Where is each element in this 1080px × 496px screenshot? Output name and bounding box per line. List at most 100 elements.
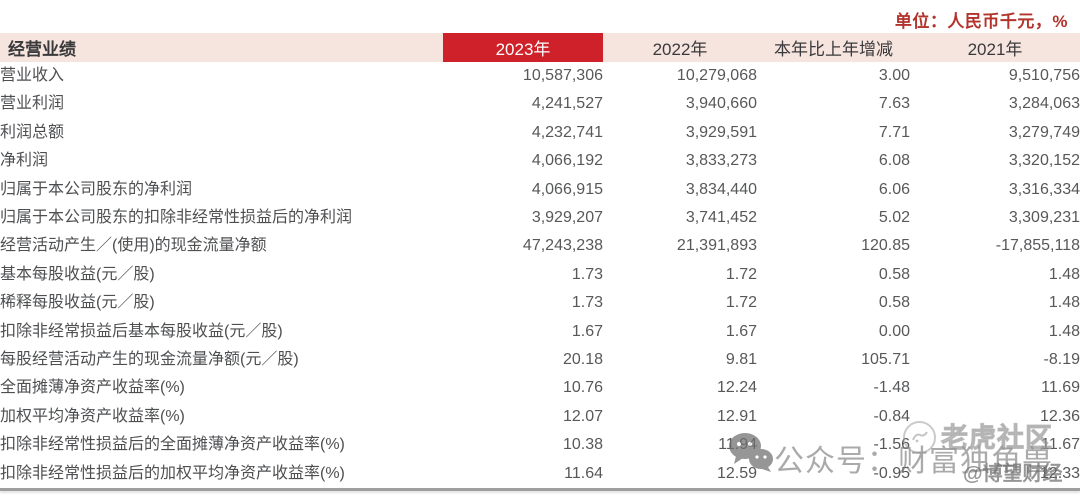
- value-2022: 12.59: [716, 464, 757, 482]
- unit-label: 单位：人民币千元，%: [894, 12, 1068, 31]
- table-row: 归属于本公司股东的净利润 4,066,915 3,834,440 6.06 3,…: [0, 176, 1080, 204]
- table-row: 每股经营活动产生的现金流量净额(元／股) 20.18 9.81 105.71 -…: [0, 346, 1080, 374]
- value-2021: 3,309,231: [1008, 209, 1080, 227]
- row-label: 基本每股收益(元／股): [0, 265, 155, 283]
- value-2022: 3,929,591: [685, 123, 757, 141]
- table-row: 营业利润 4,241,527 3,940,660 7.63 3,284,063: [0, 90, 1080, 118]
- value-2021: 3,320,152: [1008, 152, 1080, 170]
- value-2023: 1.67: [571, 322, 603, 340]
- value-change: 105.71: [861, 351, 910, 369]
- value-change: 6.08: [878, 152, 910, 170]
- table-row: 归属于本公司股东的扣除非经常性损益后的净利润 3,929,207 3,741,4…: [0, 204, 1080, 232]
- row-label: 扣除非经常性损益后的全面摊薄净资产收益率(%): [0, 436, 345, 454]
- value-change: 0.58: [878, 294, 910, 312]
- value-2023: 4,241,527: [531, 95, 603, 113]
- table-row: 加权平均净资产收益率(%) 12.07 12.91 -0.84 12.36: [0, 403, 1080, 431]
- value-change: 7.71: [878, 123, 910, 141]
- header-change: 本年比上年增减: [774, 40, 893, 59]
- value-2022: 3,833,273: [685, 152, 757, 170]
- table-header-row: 经营业绩 2023年 2022年 本年比上年增减 2021年: [0, 33, 1080, 62]
- table-row: 净利润 4,066,192 3,833,273 6.08 3,320,152: [0, 147, 1080, 175]
- row-label: 归属于本公司股东的扣除非经常性损益后的净利润: [0, 209, 353, 227]
- value-2021: 3,284,063: [1008, 95, 1080, 113]
- value-2023: 10.76: [562, 379, 603, 397]
- header-operating-results: 经营业绩: [8, 40, 76, 59]
- value-2023: 4,066,192: [531, 152, 603, 170]
- row-label: 归属于本公司股东的净利润: [0, 180, 193, 198]
- value-change: 7.63: [878, 95, 910, 113]
- value-change: 3.00: [878, 67, 910, 84]
- value-2022: 3,940,660: [685, 95, 757, 113]
- value-2021: 12.33: [1039, 464, 1080, 482]
- table-row: 全面摊薄净资产收益率(%) 10.76 12.24 -1.48 11.69: [0, 374, 1080, 402]
- table-row: 利润总额 4,232,741 3,929,591 7.71 3,279,749: [0, 119, 1080, 147]
- header-2023: 2023年: [443, 33, 603, 62]
- value-2022: 9.81: [725, 351, 757, 369]
- table-row: 扣除非经常性损益后的加权平均净资产收益率(%) 11.64 12.59 -0.9…: [0, 460, 1080, 488]
- row-label: 营业收入: [0, 67, 65, 84]
- value-2022: 12.91: [716, 407, 757, 425]
- value-2023: 11.64: [564, 464, 603, 482]
- value-2022: 11.94: [718, 436, 757, 454]
- value-2022: 1.72: [725, 265, 757, 283]
- value-change: 5.02: [878, 209, 910, 227]
- value-2021: 12.36: [1039, 407, 1080, 425]
- value-change: -0.84: [873, 407, 910, 425]
- value-2023: 1.73: [571, 265, 603, 283]
- value-2021: 11.67: [1041, 436, 1080, 454]
- value-2022: 3,834,440: [685, 180, 757, 198]
- row-label: 全面摊薄净资产收益率(%): [0, 379, 185, 397]
- row-label: 加权平均净资产收益率(%): [0, 407, 185, 425]
- table-row: 扣除非经常损益后基本每股收益(元／股) 1.67 1.67 0.00 1.48: [0, 318, 1080, 346]
- value-change: 6.06: [878, 180, 910, 198]
- value-change: -1.48: [873, 379, 910, 397]
- operating-results-table: 经营业绩 2023年 2022年 本年比上年增减 2021年 营业收入 10,5…: [0, 33, 1080, 488]
- row-label: 稀释每股收益(元／股): [0, 294, 155, 312]
- value-2022: 21,391,893: [676, 237, 757, 255]
- header-2021: 2021年: [967, 40, 1023, 59]
- table-row: 经营活动产生／(使用)的现金流量净额 47,243,238 21,391,893…: [0, 232, 1080, 260]
- table-bottom-rule: [0, 488, 1080, 491]
- value-change: -0.95: [873, 464, 910, 482]
- row-label: 净利润: [0, 152, 49, 170]
- value-2021: -8.19: [1043, 351, 1080, 369]
- value-2023: 4,232,741: [531, 123, 603, 141]
- value-2023: 10,587,306: [522, 67, 603, 84]
- value-2021: 11.69: [1041, 379, 1080, 397]
- value-2023: 20.18: [562, 351, 603, 369]
- value-2021: 1.48: [1048, 294, 1080, 312]
- value-2022: 1.72: [725, 294, 757, 312]
- value-change: 0.00: [878, 322, 910, 340]
- value-change: -1.56: [873, 436, 910, 454]
- value-2021: 3,279,749: [1008, 123, 1080, 141]
- table-row: 稀释每股收益(元／股) 1.73 1.72 0.58 1.48: [0, 289, 1080, 317]
- row-label: 营业利润: [0, 95, 65, 113]
- row-label: 利润总额: [0, 123, 65, 141]
- value-change: 0.58: [878, 265, 910, 283]
- value-2022: 1.67: [725, 322, 757, 340]
- row-label: 扣除非经常性损益后的加权平均净资产收益率(%): [0, 464, 345, 482]
- value-2023: 12.07: [562, 407, 603, 425]
- value-2023: 10.38: [562, 436, 603, 454]
- value-2023: 3,929,207: [531, 209, 603, 227]
- row-label: 扣除非经常损益后基本每股收益(元／股): [0, 322, 283, 340]
- value-2021: 3,316,334: [1008, 180, 1080, 198]
- value-2023: 4,066,915: [531, 180, 603, 198]
- value-2021: 1.48: [1048, 265, 1080, 283]
- table-row: 营业收入 10,587,306 10,279,068 3.00 9,510,75…: [0, 62, 1080, 90]
- row-label: 经营活动产生／(使用)的现金流量净额: [0, 237, 267, 255]
- value-2022: 12.24: [716, 379, 757, 397]
- table-row: 扣除非经常性损益后的全面摊薄净资产收益率(%) 10.38 11.94 -1.5…: [0, 431, 1080, 459]
- value-2021: -17,855,118: [995, 237, 1080, 255]
- value-2023: 1.73: [571, 294, 603, 312]
- value-2021: 1.48: [1048, 322, 1080, 340]
- value-2021: 9,510,756: [1008, 67, 1080, 84]
- table-row: 基本每股收益(元／股) 1.73 1.72 0.58 1.48: [0, 261, 1080, 289]
- value-change: 120.85: [861, 237, 910, 255]
- value-2022: 10,279,068: [676, 67, 757, 84]
- row-label: 每股经营活动产生的现金流量净额(元／股): [0, 351, 299, 369]
- value-2023: 47,243,238: [522, 237, 603, 255]
- value-2022: 3,741,452: [685, 209, 757, 227]
- header-2022: 2022年: [652, 40, 708, 59]
